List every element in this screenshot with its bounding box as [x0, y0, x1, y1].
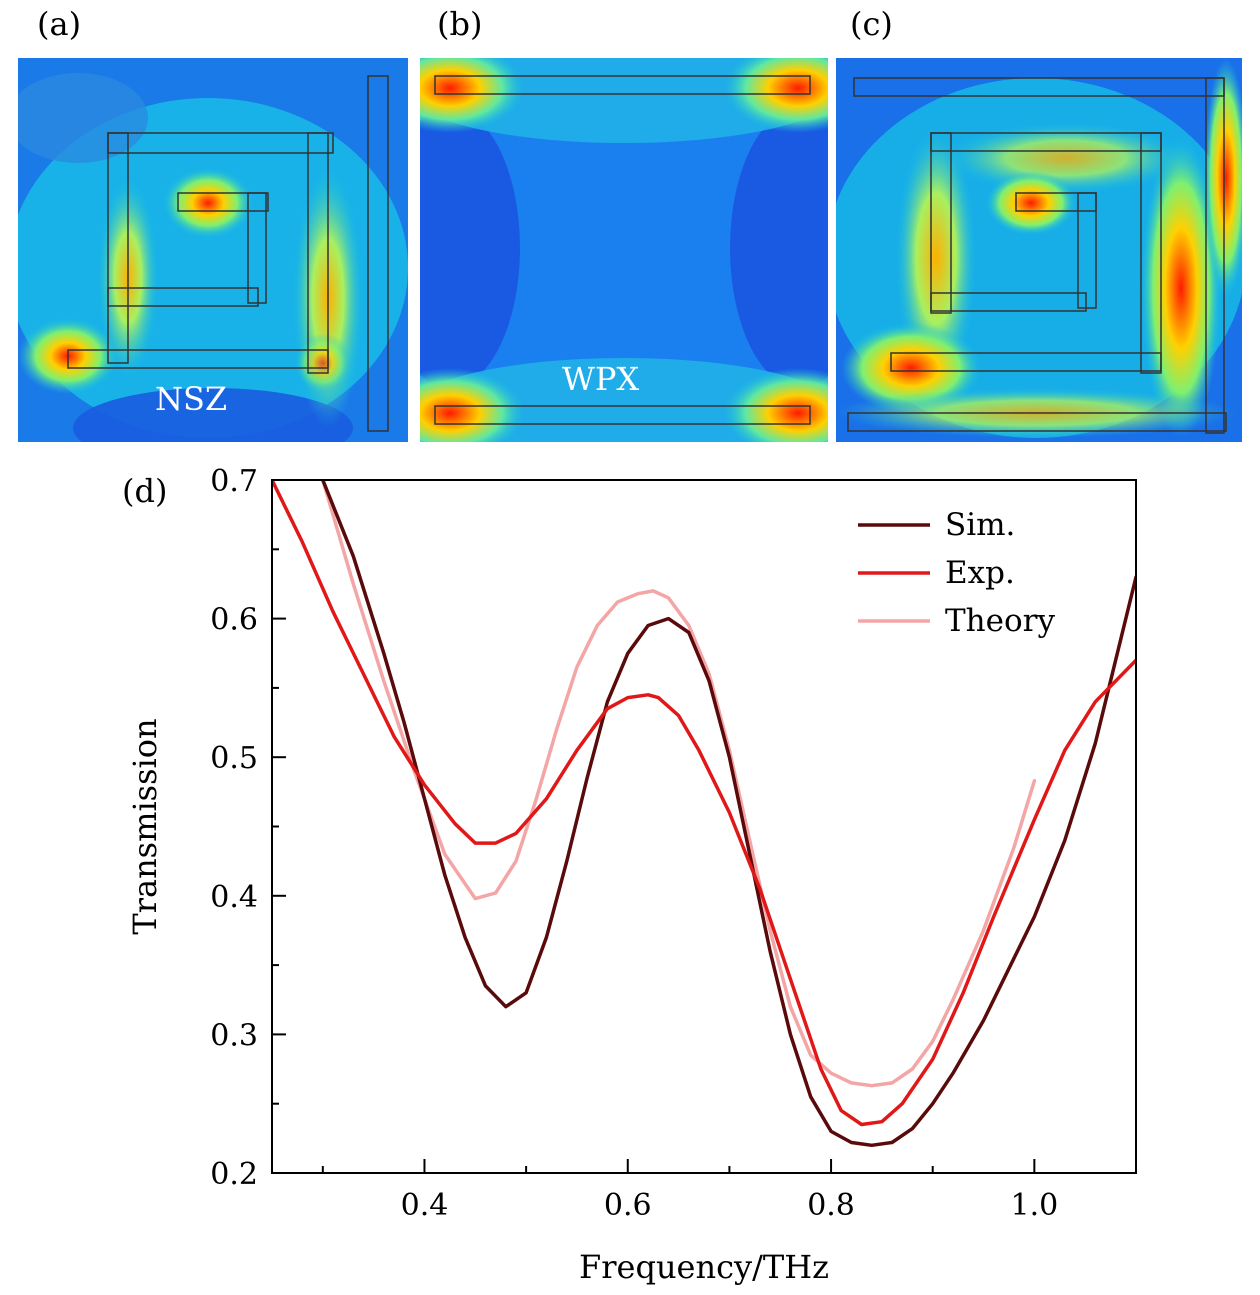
overlay-label-a: NSZ — [155, 380, 227, 418]
legend-entry: Sim. — [945, 507, 1015, 543]
legend-entry: Exp. — [945, 555, 1015, 591]
series-line-exp — [272, 480, 1136, 1127]
transmission-chart: (d) 0.4 0.6 0.8 1.0 0.2 0.3 0.4 0.5 0.6 0.7 Freq… — [122, 464, 1137, 1286]
field-map-a-image: NSZ — [18, 58, 408, 442]
x-tick-label: 0.4 — [401, 1188, 449, 1223]
ticks-layer — [272, 479, 1137, 1174]
x-tick-label: 0.6 — [604, 1188, 652, 1223]
y-tick-label: 0.2 — [210, 1157, 258, 1192]
series-line-theory — [321, 480, 1037, 1088]
series-line-sim — [321, 480, 1136, 1148]
legend-entry: Theory — [945, 603, 1055, 639]
legend: Sim. Exp. Theory — [858, 507, 1055, 639]
y-axis-label: Transmission — [126, 718, 164, 934]
panel-d-label: (d) — [122, 472, 167, 510]
plot-area: 0.4 0.6 0.8 1.0 0.2 0.3 0.4 0.5 0.6 0.7 — [210, 464, 1137, 1223]
y-tick-label: 0.4 — [210, 880, 258, 915]
y-tick-label: 0.5 — [210, 741, 258, 776]
y-tick-labels: 0.2 0.3 0.4 0.5 0.6 0.7 — [210, 464, 258, 1192]
panel-b-label: (b) — [437, 5, 483, 43]
field-map-a: NSZ — [18, 58, 408, 442]
overlay-label-b: WPX — [562, 360, 639, 398]
series-layer — [272, 480, 1136, 1148]
panel-c-label: (c) — [850, 5, 893, 43]
y-tick-label: 0.7 — [210, 464, 258, 499]
x-axis-label: Frequency/THz — [579, 1248, 829, 1286]
x-tick-label: 1.0 — [1010, 1188, 1058, 1223]
y-tick-label: 0.3 — [210, 1018, 258, 1053]
x-tick-label: 0.8 — [807, 1188, 855, 1223]
field-map-c-image — [836, 58, 1242, 442]
field-map-b-image: WPX — [420, 58, 828, 442]
x-tick-labels: 0.4 0.6 0.8 1.0 — [401, 1188, 1059, 1223]
panel-a-label: (a) — [37, 5, 82, 43]
field-map-b: WPX — [420, 58, 828, 442]
field-map-c — [836, 58, 1242, 442]
y-tick-label: 0.6 — [210, 603, 258, 638]
